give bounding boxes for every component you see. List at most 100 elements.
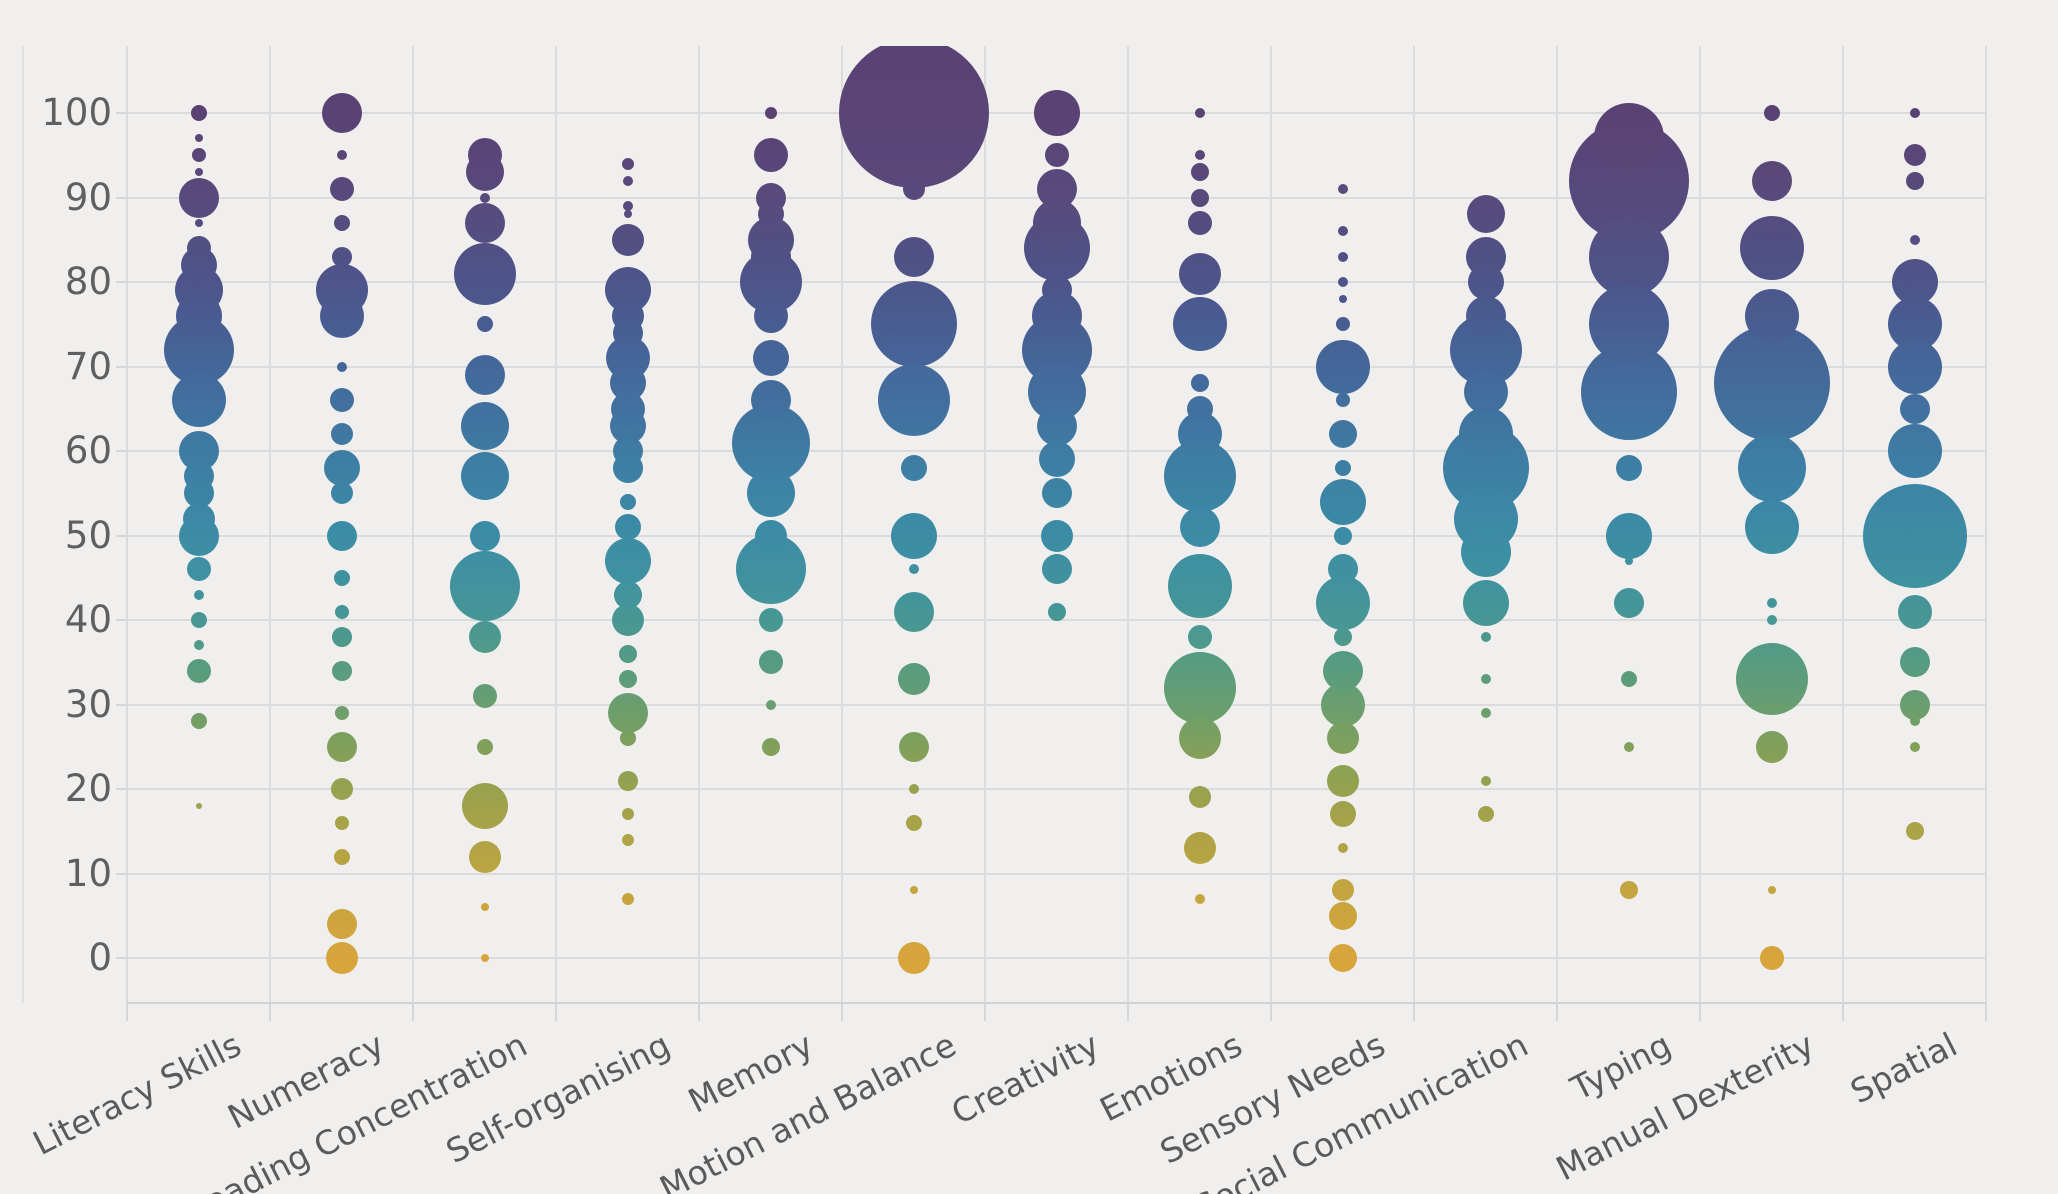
y-tick <box>116 196 127 199</box>
bubble <box>621 157 634 170</box>
bubble <box>890 512 937 559</box>
bubble <box>746 469 795 518</box>
bubble <box>1194 893 1205 904</box>
bubble <box>1909 716 1920 727</box>
bubble <box>757 201 784 228</box>
bubble <box>1899 689 1930 720</box>
x-gridline <box>1842 46 1844 1003</box>
bubble <box>1190 374 1209 393</box>
bubble <box>194 134 203 143</box>
bubble <box>472 684 497 709</box>
bubble <box>1899 647 1930 678</box>
x-tick <box>126 1003 128 1021</box>
bubble <box>614 514 641 541</box>
x-gridline <box>1270 46 1272 1003</box>
bubble <box>611 604 644 636</box>
bubble <box>171 373 226 428</box>
bubble <box>1315 339 1370 394</box>
bubble <box>1619 881 1638 900</box>
bubble <box>178 177 219 218</box>
x-gridline <box>1413 46 1415 1003</box>
bubble <box>1735 643 1808 716</box>
bubble <box>1887 424 1942 478</box>
bubble <box>898 731 929 762</box>
bubble <box>1337 184 1348 195</box>
bubble <box>195 802 202 809</box>
bubble <box>1047 602 1066 621</box>
bubble <box>621 833 634 846</box>
bubble <box>1163 651 1236 724</box>
bubble <box>1905 171 1924 190</box>
bubble <box>1467 264 1504 300</box>
x-tick <box>555 1003 557 1021</box>
bubble <box>1891 259 1938 305</box>
bubble <box>461 782 508 829</box>
bubble <box>1744 288 1799 343</box>
bubble <box>897 663 930 696</box>
bubble <box>1458 407 1513 462</box>
bubble <box>1605 512 1652 559</box>
bubble <box>331 246 352 267</box>
bubble <box>753 138 788 173</box>
bubble <box>612 452 643 483</box>
x-tick <box>698 1003 700 1021</box>
bubble <box>1187 624 1212 649</box>
bubble <box>1909 108 1920 118</box>
bubble <box>1463 369 1508 414</box>
bubble <box>610 391 645 426</box>
bubble <box>1713 325 1830 442</box>
y-tick-label: 50 <box>64 513 112 557</box>
bubble <box>1194 150 1205 161</box>
bubble <box>331 626 352 647</box>
y-tick <box>116 534 127 537</box>
bubble <box>1466 195 1505 234</box>
bubble <box>1905 822 1924 841</box>
bubble <box>893 591 934 632</box>
bubble <box>1337 277 1348 287</box>
x-tick <box>1556 1003 1558 1021</box>
x-gridline <box>1127 46 1129 1003</box>
bubble <box>1465 295 1506 336</box>
bubble <box>619 730 636 747</box>
x-gridline <box>412 46 414 1003</box>
bubble <box>330 423 353 446</box>
bubble <box>905 814 922 831</box>
bubble <box>1615 454 1642 481</box>
bubble <box>758 608 783 632</box>
bubble <box>469 520 500 551</box>
bubble <box>1620 671 1637 688</box>
bubble <box>453 242 516 305</box>
x-tick <box>1270 1003 1272 1021</box>
x-tick <box>1127 1003 1129 1021</box>
x-gridline <box>984 46 986 1003</box>
bubble <box>1763 105 1780 121</box>
bubble <box>1041 275 1072 306</box>
bubble <box>765 699 776 710</box>
bubble <box>897 942 930 974</box>
bubble <box>1460 527 1511 578</box>
bubble <box>621 892 634 905</box>
bubble <box>1333 627 1352 646</box>
bubble <box>1737 433 1806 502</box>
bubble <box>1480 707 1491 718</box>
bubble <box>194 218 203 227</box>
y-gridline <box>127 703 1986 706</box>
bubble <box>1186 395 1213 422</box>
bubble <box>1040 519 1073 552</box>
bubble <box>1623 741 1634 752</box>
bubble <box>334 604 349 619</box>
bubble <box>1337 251 1348 262</box>
bubble <box>908 784 919 794</box>
x-gridline <box>1699 46 1701 1003</box>
bubble <box>193 640 204 651</box>
bubble <box>326 909 357 940</box>
bubble <box>1194 108 1205 118</box>
bubble <box>336 150 347 161</box>
bubble <box>604 537 651 584</box>
bubble <box>1337 843 1348 854</box>
bubble <box>175 292 222 339</box>
y-tick <box>116 957 127 959</box>
bubble <box>333 214 350 231</box>
bubble <box>186 236 211 261</box>
x-axis-line <box>127 1002 1986 1004</box>
